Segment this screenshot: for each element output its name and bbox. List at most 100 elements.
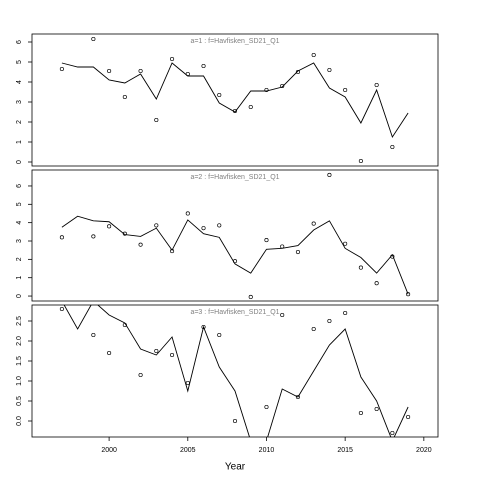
- point: [232, 108, 238, 114]
- point: [248, 104, 253, 110]
- point: [327, 67, 332, 73]
- point: [107, 350, 112, 356]
- x-tick-label: 2005: [180, 447, 196, 454]
- point: [390, 430, 395, 436]
- x-tick-label: 2010: [259, 447, 275, 454]
- point: [122, 322, 127, 328]
- panel: [59, 172, 411, 300]
- point: [107, 68, 112, 74]
- y-tick-label: 5: [16, 60, 23, 64]
- point: [358, 410, 363, 416]
- point: [185, 380, 190, 386]
- x-tick-label: 2020: [416, 447, 432, 454]
- point: [311, 221, 316, 226]
- point: [343, 310, 348, 316]
- panel-title: a=3 : f=Havfisken_SD21_Q1: [190, 309, 279, 316]
- y-tick-label: 2: [16, 257, 23, 261]
- y-tick-label: 1: [16, 140, 23, 144]
- point: [295, 69, 300, 75]
- point: [327, 318, 332, 324]
- y-tick-label: 2.0: [16, 336, 23, 346]
- y-tick-label: 2: [16, 120, 23, 124]
- point: [343, 87, 348, 93]
- point: [59, 66, 64, 72]
- point: [154, 117, 159, 123]
- panel-title: a=2 : f=Havfisken_SD21_Q1: [190, 174, 279, 181]
- point: [248, 294, 253, 300]
- point: [374, 82, 379, 88]
- point: [264, 404, 269, 410]
- point: [170, 352, 175, 358]
- x-tick-label: 2015: [337, 447, 353, 454]
- point: [327, 172, 332, 178]
- point: [201, 226, 206, 231]
- point: [280, 312, 285, 318]
- y-tick-label: 6: [16, 184, 23, 188]
- point: [59, 306, 64, 312]
- y-tick-label: 1.0: [16, 376, 23, 386]
- point: [122, 231, 127, 236]
- point: [264, 238, 269, 243]
- line: [61, 62, 409, 139]
- y-tick-label: 0.0: [16, 416, 23, 426]
- point: [138, 372, 143, 378]
- point: [217, 92, 222, 98]
- point: [91, 234, 96, 239]
- point: [122, 94, 127, 100]
- point: [280, 244, 285, 249]
- point: [390, 254, 395, 259]
- point: [217, 223, 222, 228]
- point: [170, 249, 175, 254]
- panel: [59, 36, 409, 164]
- y-tick-label: 4: [16, 80, 23, 84]
- line: [63, 305, 409, 437]
- y-tick-label: 0: [16, 294, 23, 298]
- panel-title: a=1 : f=Havfisken_SD21_Q1: [190, 38, 279, 45]
- y-tick-label: 3: [16, 239, 23, 243]
- panel-frame: [31, 33, 439, 167]
- point: [374, 281, 379, 286]
- point: [295, 249, 300, 255]
- point: [264, 87, 269, 93]
- point: [138, 242, 143, 247]
- panel: [59, 305, 411, 437]
- point: [154, 223, 159, 228]
- y-tick-label: 0.5: [16, 396, 23, 406]
- line: [61, 215, 409, 295]
- y-tick-label: 3: [16, 100, 23, 104]
- point: [232, 418, 238, 424]
- x-tick-label: 2000: [101, 447, 117, 454]
- point: [138, 68, 143, 74]
- point: [358, 265, 363, 270]
- y-tick-label: 0: [16, 160, 23, 164]
- point: [406, 414, 411, 420]
- point: [295, 394, 300, 400]
- y-tick-label: 1.5: [16, 356, 23, 366]
- point: [59, 235, 64, 240]
- x-axis-label: Year: [225, 462, 246, 473]
- y-tick-label: 5: [16, 202, 23, 206]
- point: [311, 52, 316, 58]
- point: [280, 83, 285, 89]
- point: [170, 56, 175, 62]
- y-tick-label: 1: [16, 276, 23, 280]
- point: [91, 332, 96, 338]
- point: [232, 259, 238, 264]
- point: [217, 332, 222, 338]
- point: [185, 71, 190, 77]
- point: [343, 241, 348, 246]
- y-tick-label: 2.5: [16, 316, 23, 326]
- point: [107, 224, 112, 229]
- point: [406, 292, 411, 297]
- point: [201, 324, 206, 330]
- y-tick-label: 4: [16, 221, 23, 225]
- point: [201, 63, 206, 69]
- point: [91, 36, 96, 42]
- y-tick-label: 6: [16, 40, 23, 44]
- point: [358, 158, 363, 164]
- point: [185, 211, 190, 216]
- point: [311, 326, 316, 332]
- panel-frame: [31, 169, 439, 302]
- point: [374, 406, 379, 412]
